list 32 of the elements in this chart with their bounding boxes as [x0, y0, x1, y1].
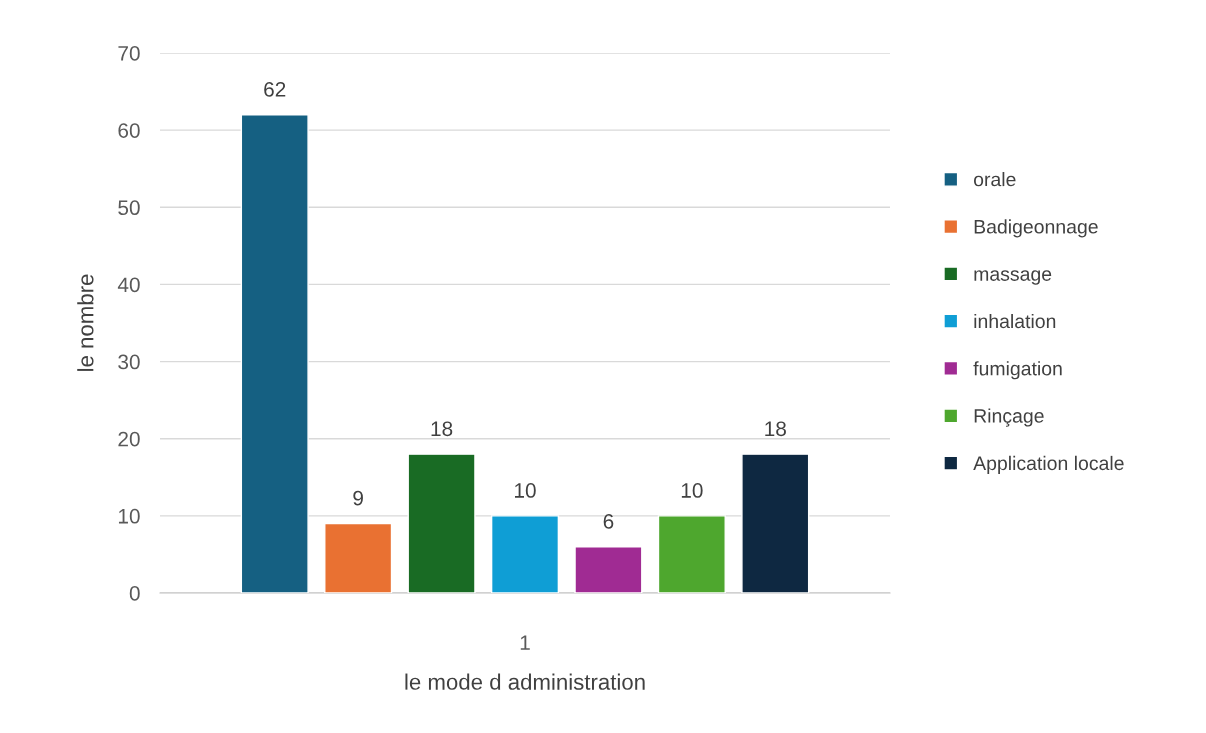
bar	[490, 515, 560, 593]
data-label: 62	[264, 81, 286, 97]
y-tick-label: 40	[117, 277, 140, 293]
legend-label: Badigeonnage	[974, 219, 1098, 238]
y-tick-label: 50	[118, 200, 140, 216]
data-label: 18	[431, 421, 453, 437]
legend-label: fumigation	[973, 361, 1062, 380]
y-tick-label: 60	[118, 123, 140, 138]
legend-label: Application locale	[973, 455, 1124, 474]
data-label: 9	[353, 490, 363, 506]
y-tick-label: 10	[118, 508, 140, 524]
legend-label: massage	[974, 270, 1052, 285]
bar	[324, 522, 393, 593]
bar	[657, 515, 726, 593]
y-axis-title: le nombre	[77, 274, 94, 371]
legend-label: orale	[973, 172, 1016, 187]
legend-label: inhalation	[974, 313, 1056, 329]
y-tick-label: 20	[118, 431, 140, 447]
bar	[741, 453, 810, 593]
data-label: 10	[515, 483, 536, 498]
data-label: 6	[603, 513, 614, 529]
bar	[574, 546, 643, 593]
x-tick-label: 1	[520, 635, 530, 650]
x-axis-title: le mode d administration	[405, 673, 645, 690]
data-label: 18	[765, 421, 786, 437]
y-tick-label: 0	[129, 586, 140, 601]
y-tick-label: 30	[118, 354, 140, 370]
y-tick-label: 70	[118, 46, 140, 61]
data-label: 10	[681, 483, 703, 498]
bar	[240, 114, 309, 593]
bar	[407, 453, 476, 593]
legend-label: Rinçage	[974, 408, 1044, 427]
